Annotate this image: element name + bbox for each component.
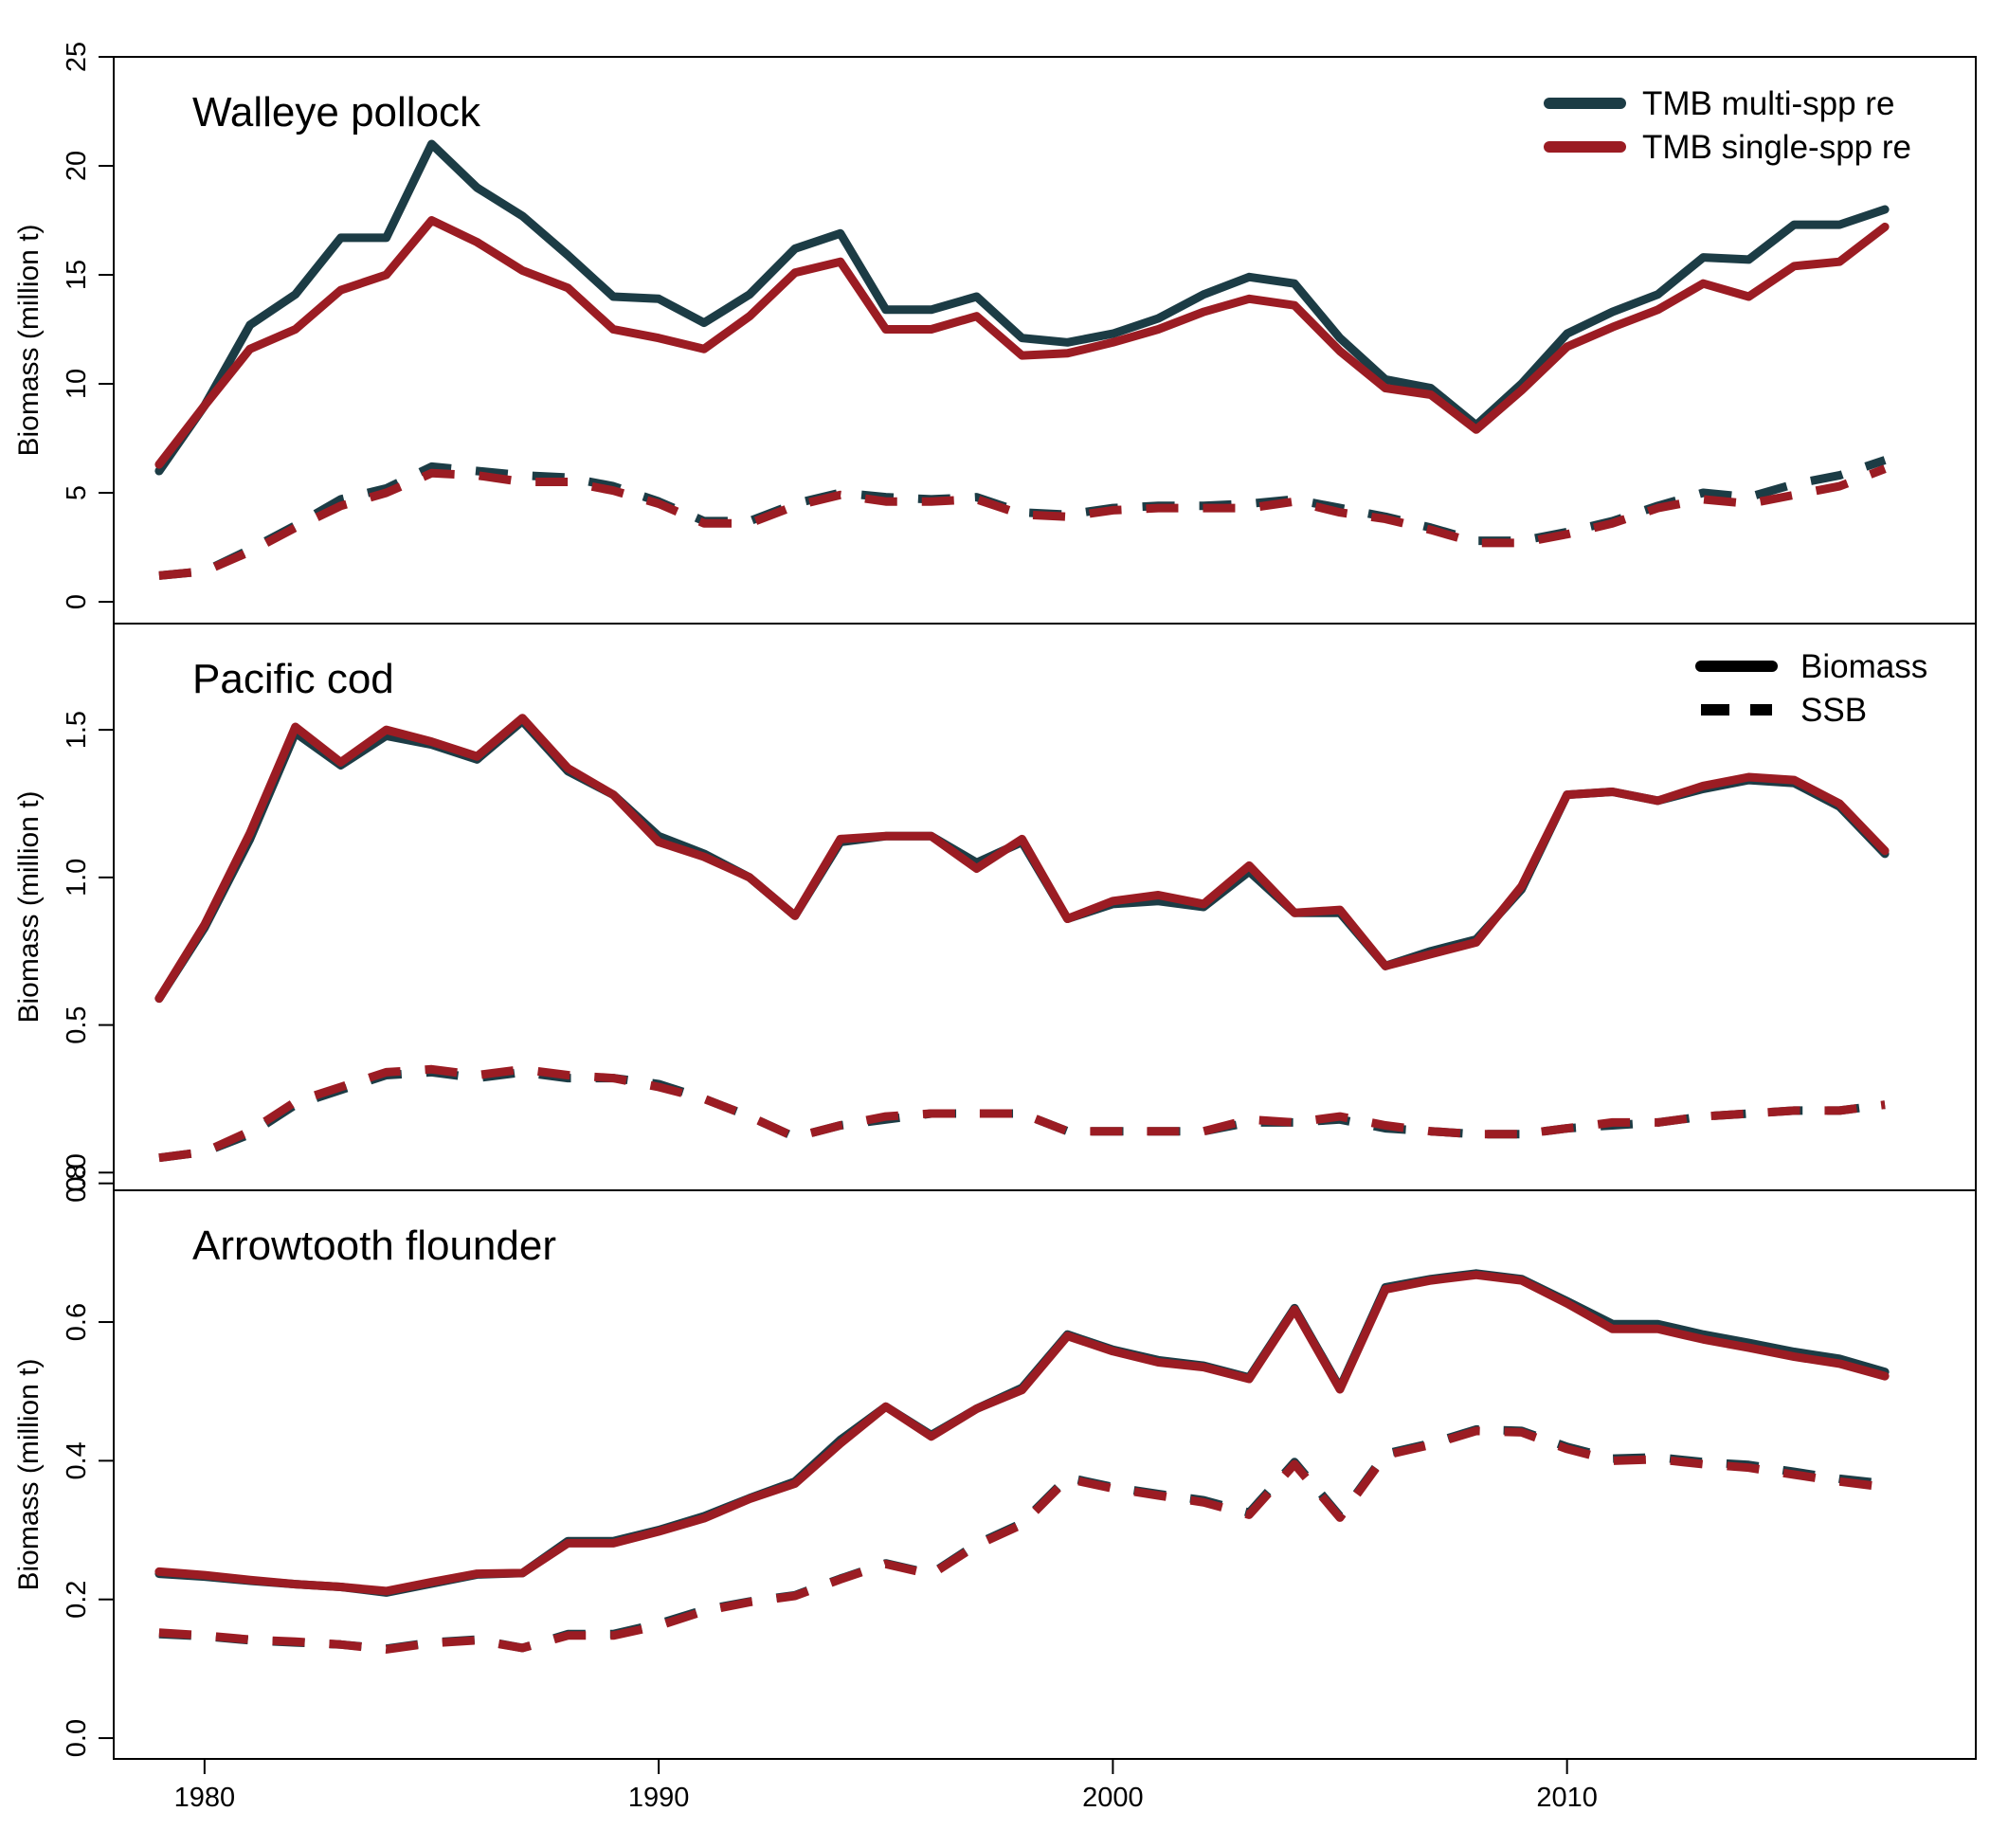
legend-label: SSB (1800, 692, 1867, 729)
legend-models: TMB multi-spp re TMB single-spp re (1544, 85, 1911, 166)
series-multi-ssb-line (158, 1067, 1886, 1163)
series-single-ssb-line (158, 1426, 1886, 1654)
y-tick-label: 0.2 (62, 1581, 92, 1619)
series-multi-biomass-line (154, 139, 1890, 476)
panel-pacific-cod: 0.0 0.5 1.0 1.5 Biomass (million t) Pacific c… (13, 623, 1977, 1191)
x-tick-label: 2010 (1536, 1783, 1598, 1813)
y-tick-label: 1.0 (62, 859, 92, 897)
panel-frame (113, 1189, 1977, 1760)
series-single-biomass-line (154, 714, 1890, 1004)
panel-title: Walleye pollock (192, 89, 481, 136)
series-single-ssb-line (158, 464, 1887, 580)
y-tick-label: 0.0 (62, 1153, 92, 1191)
panel-arrowtooth-flounder: 0.0 0.2 0.4 0.6 0.8 Biomass (million t) Arrowt… (13, 1165, 1977, 1760)
panel-title: Arrowtooth flounder (192, 1223, 556, 1269)
chart-panels: 0 5 10 15 20 25 Biomass (million t) Walleye pol… (13, 42, 1977, 1760)
x-tick-label: 1980 (174, 1783, 236, 1813)
y-tick-label: 15 (62, 260, 92, 290)
legend-label: Biomass (1800, 648, 1927, 685)
x-axis: 1980 1990 2000 2010 (174, 1758, 1598, 1813)
y-tick-label: 0.5 (62, 1006, 92, 1043)
x-tick-label: 2000 (1082, 1783, 1144, 1813)
y-axis-title: Biomass (million t) (13, 790, 45, 1023)
y-tick-label: 10 (62, 369, 92, 399)
y-axis-title: Biomass (million t) (13, 1358, 45, 1590)
panel-walleye-pollock: 0 5 10 15 20 25 Biomass (million t) Walleye pol… (13, 42, 1977, 625)
legend-label: TMB single-spp re (1642, 129, 1911, 166)
x-tick-label: 1990 (628, 1783, 690, 1813)
legend-label: TMB multi-spp re (1642, 85, 1894, 122)
y-axis-title: Biomass (million t) (13, 224, 45, 456)
panel-title: Pacific cod (192, 656, 394, 702)
y-tick-label: 25 (62, 42, 92, 72)
y-tick-label: 0.8 (62, 1165, 92, 1203)
y-tick-label: 1.5 (62, 711, 92, 749)
series-single-biomass-line (154, 216, 1890, 469)
y-tick-label: 5 (62, 485, 92, 500)
series-single-biomass-line (154, 1270, 1890, 1596)
y-tick-label: 0 (62, 594, 92, 609)
legend-linetypes: Biomass SSB (1695, 648, 1927, 729)
series-single-ssb-line (158, 1064, 1886, 1163)
panel-frame (113, 623, 1977, 1191)
y-tick-label: 0.4 (62, 1441, 92, 1479)
series-multi-biomass-line (154, 1269, 1890, 1597)
series-multi-ssb-line (158, 456, 1887, 580)
y-tick-label: 0.0 (62, 1719, 92, 1757)
y-tick-label: 0.6 (62, 1303, 92, 1341)
y-tick-label: 20 (62, 151, 92, 181)
series-multi-biomass-line (154, 716, 1890, 1004)
